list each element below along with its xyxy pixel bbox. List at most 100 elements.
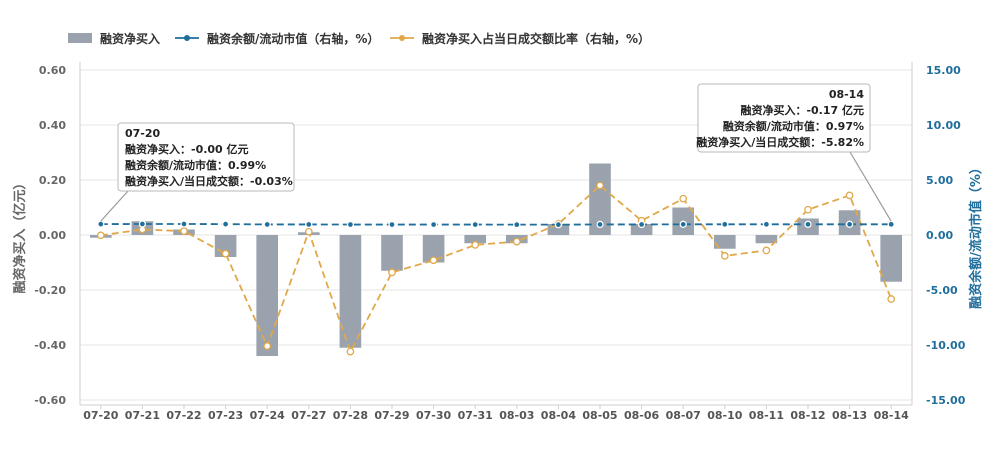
annotation-line: 融资净买入/当日成交额：-5.82% [696, 135, 864, 149]
series-point [138, 220, 147, 228]
series-point [720, 252, 729, 260]
series-point [180, 220, 188, 228]
bar [381, 235, 403, 271]
y-left-tick-label: -0.60 [34, 394, 66, 407]
series-point [887, 295, 896, 303]
y-left-tick-label: 0.60 [39, 64, 66, 77]
y-left-tick-label: 0.40 [39, 119, 66, 132]
series-point [637, 220, 646, 229]
series-point [845, 191, 854, 200]
x-tick-label: 07-22 [166, 409, 201, 422]
bar [339, 235, 362, 348]
series-point [512, 237, 521, 246]
legend-swatch-bar [68, 33, 92, 43]
legend-label: 融资净买入占当日成交额比率（右轴，%） [422, 31, 650, 46]
x-tick-label: 07-30 [416, 409, 452, 422]
x-tick-label: 08-13 [832, 409, 867, 422]
series-point [762, 220, 771, 228]
y-right-tick-label: 15.00 [926, 64, 961, 77]
series-point [845, 220, 854, 228]
x-tick-label: 08-03 [499, 409, 534, 422]
series-point [97, 220, 105, 228]
series-point [804, 205, 812, 214]
series-point [346, 347, 355, 356]
y-left-axis-title: 融资净买入（亿元） [12, 176, 28, 293]
series-point [388, 268, 396, 277]
y-left-tick-label: -0.20 [34, 284, 66, 297]
series-line [100, 223, 892, 226]
annotation-box [117, 122, 295, 192]
bar [256, 235, 279, 356]
x-tick-label: 07-24 [250, 409, 286, 422]
annotation-line: 融资余额/流动市值：0.99% [125, 158, 266, 172]
annotation-line: 融资余额/流动市值：0.97% [723, 119, 864, 133]
series-point [679, 220, 687, 228]
annotation-line: 07-20 [125, 127, 161, 140]
x-tick-label: 08-11 [749, 409, 784, 422]
x-tick-label: 07-28 [333, 409, 368, 422]
annotation-line: 融资净买入：-0.00 亿元 [125, 142, 249, 156]
series-line [100, 184, 893, 354]
y-left-tick-label: 0.20 [39, 174, 66, 187]
annotation-line: 融资净买入：-0.17 亿元 [740, 103, 864, 117]
x-tick-label: 07-20 [83, 409, 119, 422]
series-point [804, 220, 812, 228]
line-series [96, 181, 896, 356]
series-point [346, 220, 355, 229]
series-point [471, 220, 479, 229]
bar [422, 235, 445, 263]
series-point [180, 227, 188, 235]
x-tick-label: 07-21 [125, 409, 160, 422]
bar [547, 224, 570, 235]
series-point [263, 220, 271, 229]
bar [630, 224, 653, 235]
x-tick-label: 07-23 [208, 409, 243, 422]
legend-label: 融资余额/流动市值（右轴，%） [207, 31, 379, 46]
axes: 0.60 0.40 0.20 0.00 -0.20 -0.40 -0.60 15.00 10.0… [12, 62, 984, 422]
series-point [304, 227, 313, 236]
annotation-box [697, 83, 871, 153]
series-point [596, 220, 604, 229]
series-point [762, 246, 771, 255]
legend-swatch-dot [184, 35, 190, 41]
series-point [513, 221, 521, 229]
series-point [596, 181, 604, 190]
x-tick-label: 08-05 [582, 409, 617, 422]
y-right-tick-label: 5.00 [926, 174, 953, 187]
y-right-tick-label: -5.00 [926, 284, 958, 297]
series-point [679, 194, 688, 203]
bar [755, 235, 778, 244]
bar [589, 163, 611, 235]
x-tick-label: 08-07 [666, 409, 701, 422]
y-right-tick-label: 10.00 [926, 119, 961, 132]
legend: 融资净买入 融资余额/流动市值（右轴，%） 融资净买入占当日成交额比率（右轴，%） [68, 31, 650, 46]
series-point [429, 256, 438, 265]
bar [713, 235, 736, 249]
bar-series [89, 163, 903, 356]
series-point [554, 221, 563, 229]
annotation-pointer [849, 151, 892, 222]
series-point [887, 220, 895, 228]
annotation-pointer [100, 190, 129, 222]
series-point [96, 231, 105, 240]
y-right-axis-title: 融资余额/流动市值（%） [968, 161, 984, 309]
x-tick-label: 07-27 [291, 409, 326, 422]
x-tick-label: 07-31 [458, 409, 493, 422]
x-tick-label: 08-12 [790, 409, 825, 422]
series-point [388, 220, 396, 229]
series-point [429, 220, 438, 229]
annotation-line: 08-14 [829, 88, 865, 101]
y-right-tick-label: -15.00 [926, 394, 966, 407]
bar [464, 235, 487, 244]
series-point [221, 249, 230, 258]
bar [880, 235, 903, 282]
y-right-tick-label: -10.00 [926, 339, 966, 352]
x-tick-label: 08-04 [541, 409, 577, 422]
x-tick-label: 08-06 [624, 409, 660, 422]
annotation-line: 融资净买入/当日成交额：-0.03% [125, 174, 293, 188]
y-right-tick-label: 0.00 [926, 229, 953, 242]
x-tick-label: 07-29 [374, 409, 409, 422]
x-tick-label: 08-14 [874, 409, 910, 422]
legend-swatch-dot [399, 35, 405, 41]
